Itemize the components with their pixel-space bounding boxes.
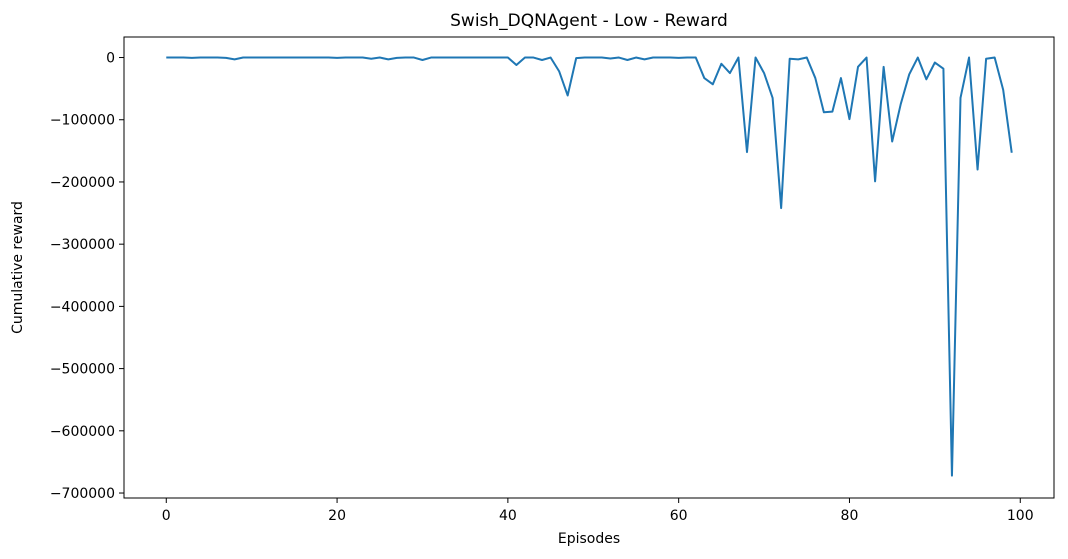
x-tick-label: 100 — [1007, 508, 1034, 524]
y-axis: 0 −100000 −200000 −300000 −400000 −500000 −600… — [50, 51, 124, 502]
chart-title: Swish_DQNAgent - Low - Reward — [450, 11, 728, 31]
y-tick-label: −400000 — [50, 299, 115, 315]
x-tick-label: 0 — [162, 508, 171, 524]
y-tick-label: −500000 — [50, 362, 115, 378]
plot-series-group — [166, 56, 1013, 477]
y-tick-label: −200000 — [50, 175, 115, 191]
y-axis-label: Cumulative reward — [10, 201, 26, 334]
x-tick-label: 40 — [499, 508, 517, 524]
x-tick-label: 60 — [670, 508, 688, 524]
x-axis: 0 20 40 60 80 100 — [162, 498, 1034, 524]
y-tick-label: −600000 — [50, 424, 115, 440]
y-tick-label: −100000 — [50, 113, 115, 129]
x-tick-label: 80 — [841, 508, 859, 524]
y-tick-label: −700000 — [50, 486, 115, 502]
x-axis-label: Episodes — [558, 531, 620, 547]
x-tick-label: 20 — [328, 508, 346, 524]
plot-frame — [123, 36, 1055, 499]
y-tick-label: −300000 — [50, 237, 115, 253]
series-line — [166, 56, 1013, 477]
y-tick-label: 0 — [106, 51, 115, 67]
